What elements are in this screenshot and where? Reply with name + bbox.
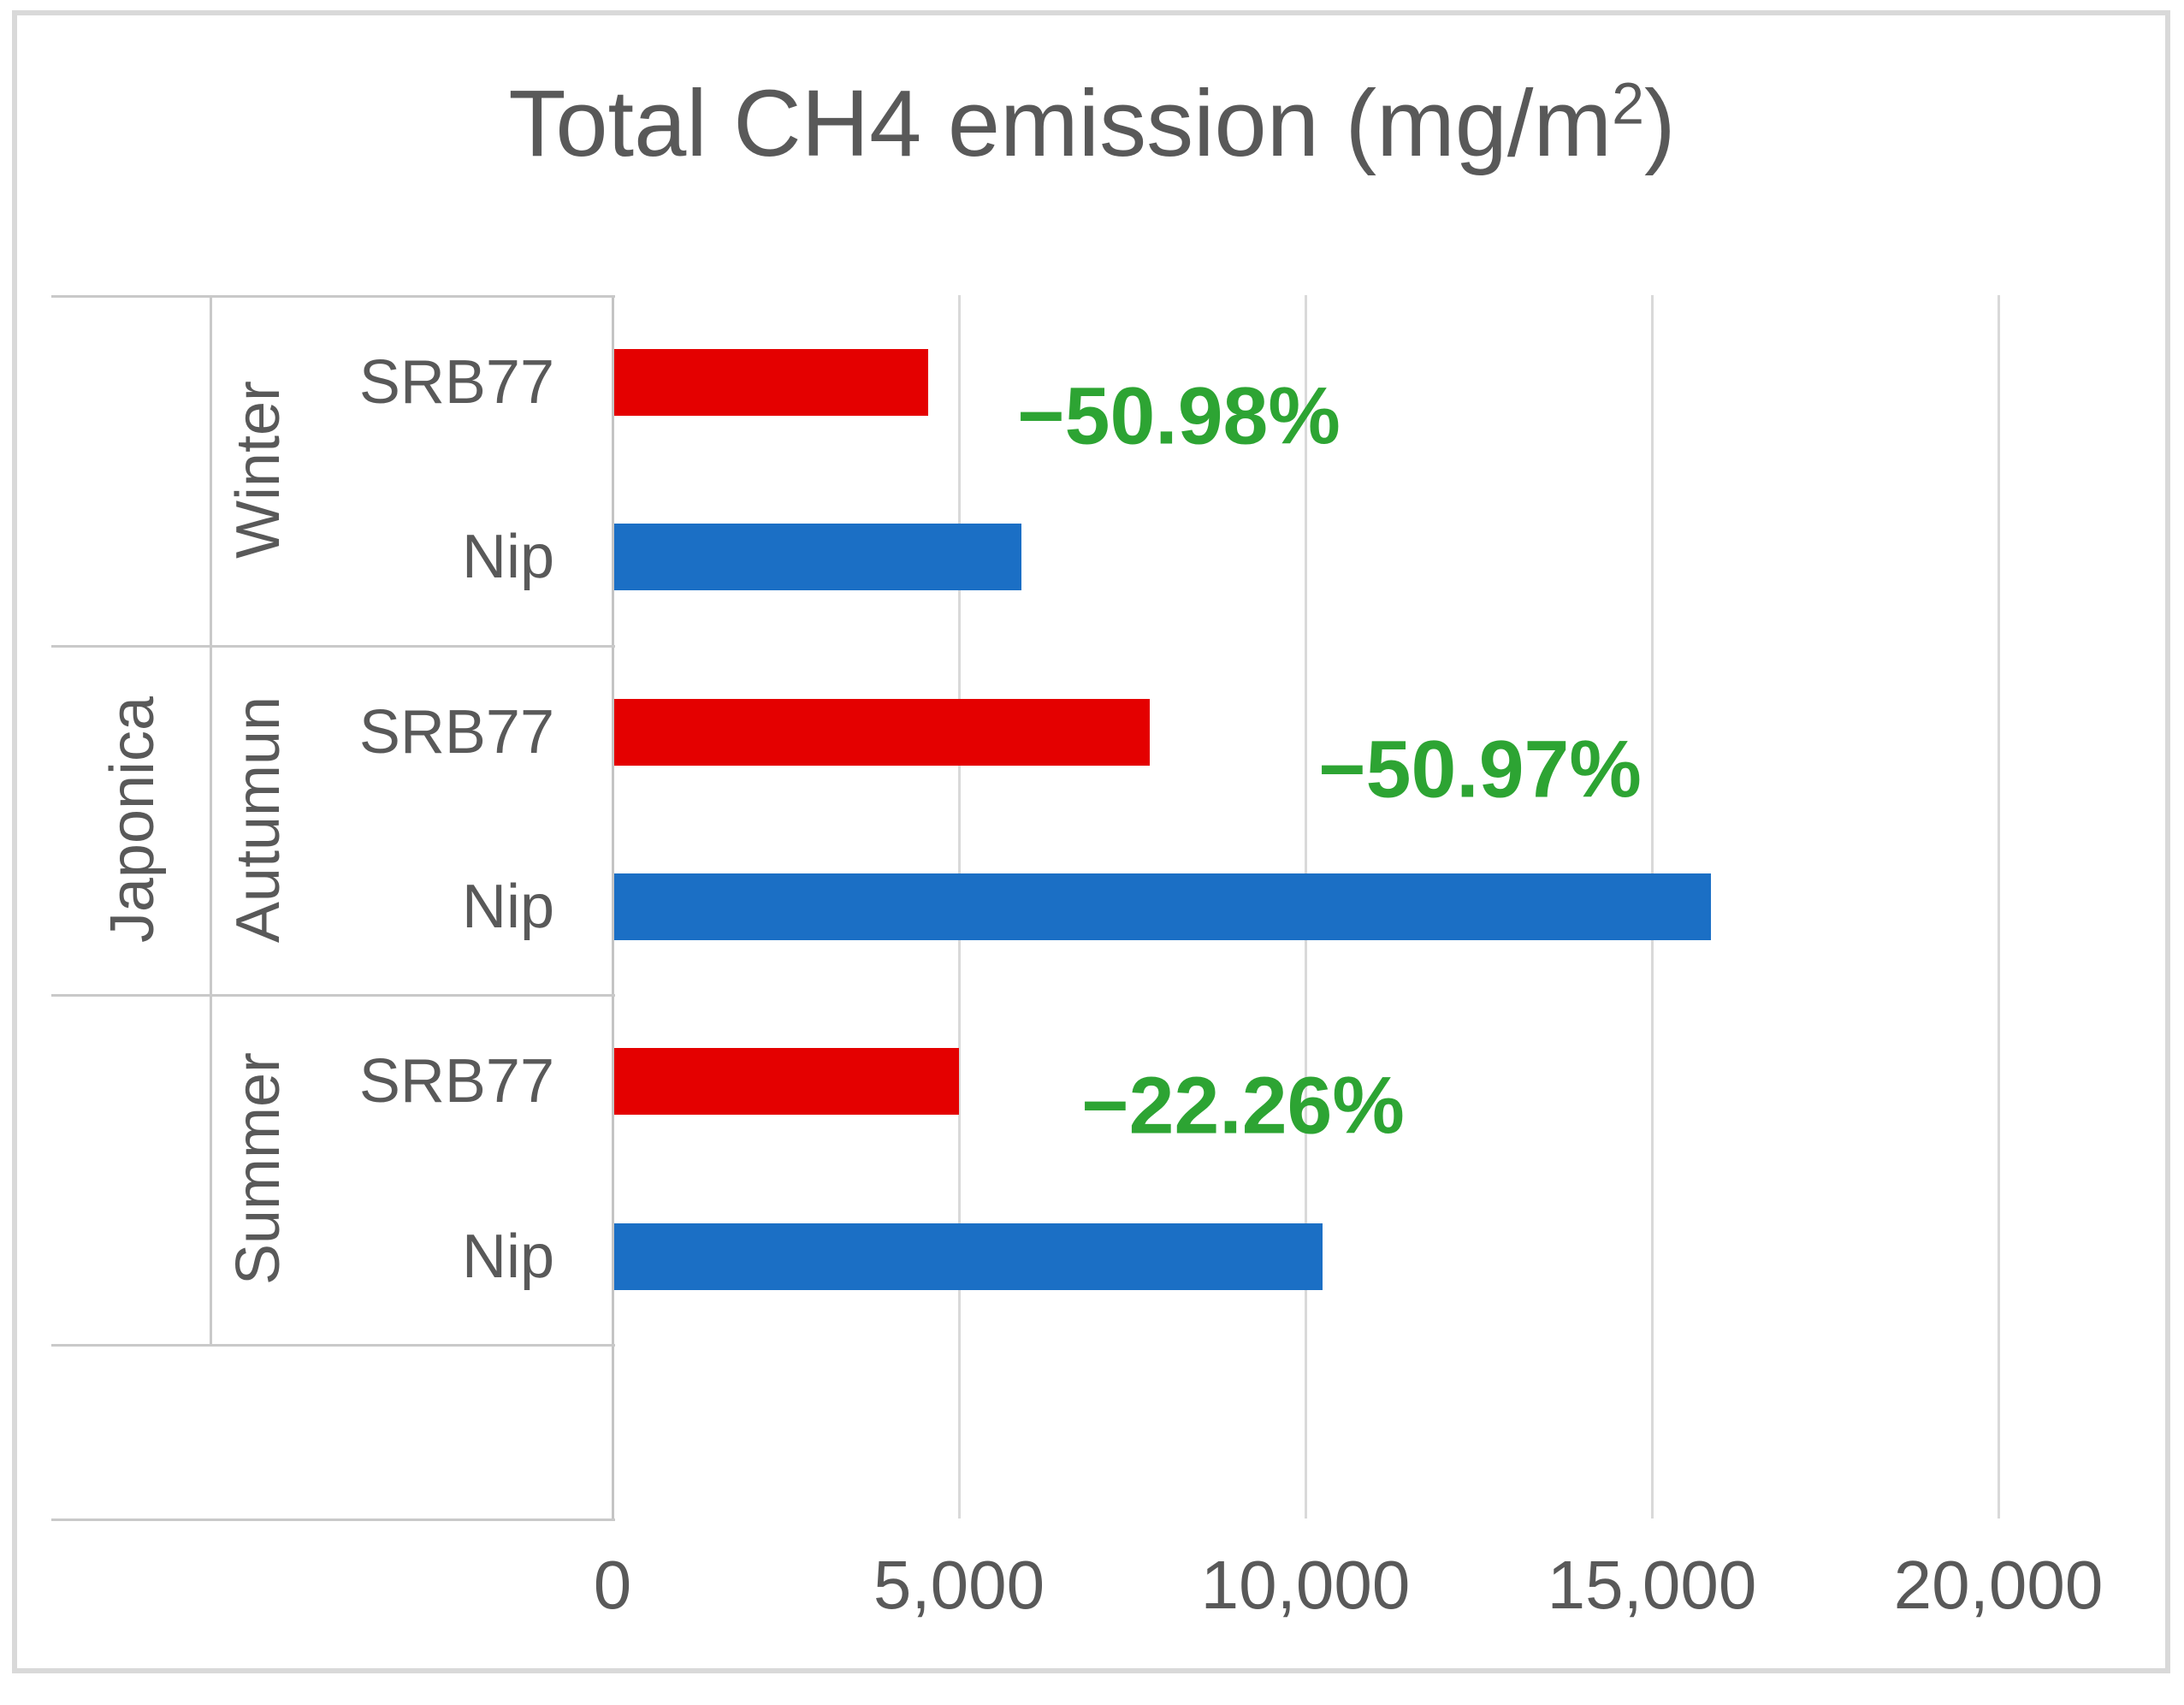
chart-title-text: Total CH4 emission (mg/m: [508, 71, 1613, 176]
bar-label-srb77-winter: SRB77: [358, 348, 554, 417]
y-axis-line: [612, 295, 614, 1521]
chart-title: Total CH4 emission (mg/m2): [0, 72, 2184, 175]
season-label-autumun: Autumun: [224, 696, 293, 943]
gridline-20000: [1998, 295, 2000, 1519]
variety-divider-line: [210, 295, 212, 1344]
chart-title-superscript: 2: [1612, 71, 1645, 137]
axis-label-variety: Japonica: [98, 696, 167, 943]
bar-nip-autumun: [614, 873, 1711, 940]
bar-label-srb77-autumun: SRB77: [358, 697, 554, 767]
x-tick-label-0: 0: [593, 1547, 632, 1623]
bar-srb77-summer: [614, 1048, 959, 1116]
x-tick-label-15000: 15,000: [1547, 1547, 1757, 1623]
category-divider-3: [51, 1343, 615, 1347]
x-tick-label-10000: 10,000: [1200, 1547, 1411, 1623]
figure-border: [12, 10, 2170, 1673]
bar-nip-winter: [614, 524, 1021, 591]
category-divider-2: [51, 994, 615, 998]
bar-label-srb77-summer: SRB77: [358, 1047, 554, 1116]
bar-label-nip-autumun: Nip: [461, 873, 554, 941]
category-divider-1: [51, 644, 615, 648]
x-tick-label-5000: 5,000: [873, 1547, 1045, 1623]
annotation-autumun: −50.97%: [1318, 724, 1642, 815]
category-divider-4: [51, 1519, 615, 1521]
bar-label-nip-winter: Nip: [461, 523, 554, 592]
bar-label-nip-summer: Nip: [461, 1222, 554, 1291]
season-label-summer: Summer: [224, 1052, 293, 1286]
season-label-winter: Winter: [224, 381, 293, 559]
bar-srb77-winter: [614, 349, 928, 417]
bar-nip-summer: [614, 1223, 1323, 1290]
annotation-winter: −50.98%: [1017, 370, 1341, 462]
chart-title-suffix: ): [1644, 71, 1676, 176]
category-divider-0: [51, 295, 615, 298]
x-tick-label-20000: 20,000: [1893, 1547, 2104, 1623]
annotation-summer: −22.26%: [1081, 1060, 1405, 1151]
bar-srb77-autumun: [614, 698, 1150, 766]
